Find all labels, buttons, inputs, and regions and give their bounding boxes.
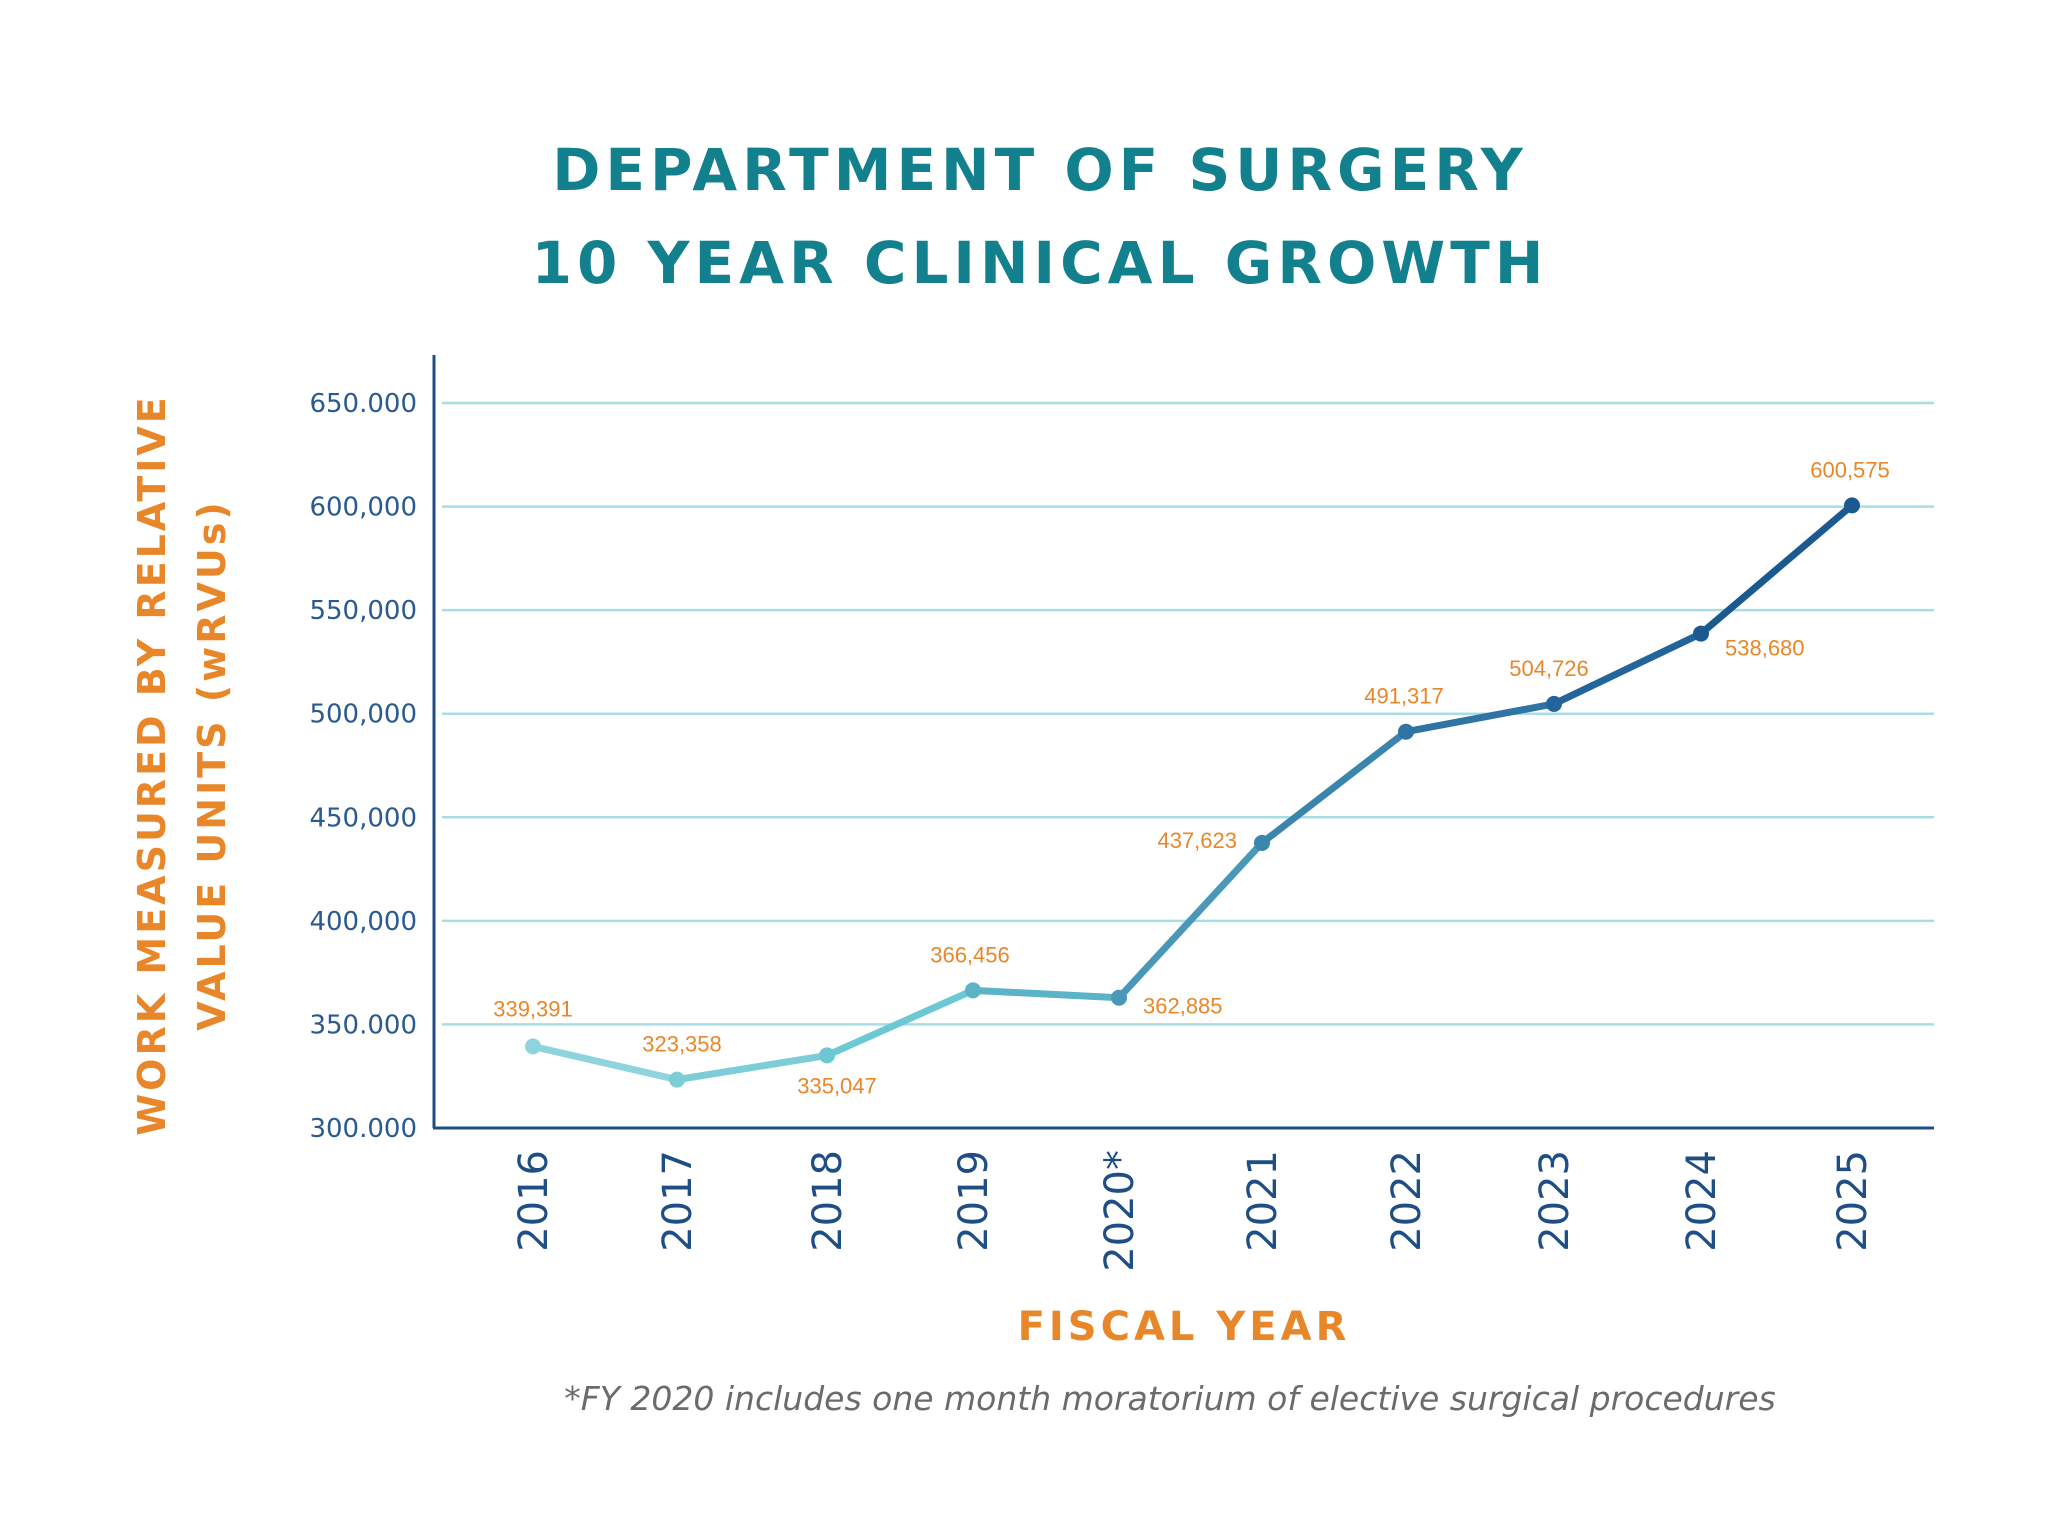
x-tick-label: 2020* (1097, 1150, 1143, 1272)
y-tick-label: 650.000 (309, 389, 417, 419)
y-axis-label-line-2: VALUE UNITS (wRVUs) (190, 499, 234, 1030)
data-label: 504,726 (1509, 656, 1589, 681)
footnote: *FY 2020 includes one month moratorium o… (564, 1379, 1775, 1418)
x-tick-label: 2016 (511, 1150, 557, 1252)
line-segment (1115, 839, 1266, 1002)
chart-title-line-1: DEPARTMENT OF SURGERY (552, 136, 1527, 204)
data-label: 335,047 (797, 1073, 877, 1098)
line-segment (969, 986, 1123, 1002)
data-point (1111, 989, 1127, 1006)
x-axis-label: FISCAL YEAR (1018, 1304, 1351, 1350)
data-point (525, 1038, 541, 1055)
data-point (1254, 834, 1270, 851)
data-label: 437,623 (1157, 828, 1237, 853)
data-point (1398, 723, 1414, 740)
line-segment (1402, 700, 1558, 736)
data-point (1546, 695, 1562, 712)
x-tick-label: 2019 (951, 1150, 997, 1252)
line-segment (1550, 630, 1705, 708)
data-label: 339,391 (493, 996, 573, 1021)
y-tick-label: 600,000 (309, 493, 417, 523)
data-label: 538,680 (1725, 636, 1805, 661)
data-point (1693, 625, 1709, 642)
data-label: 600,575 (1810, 457, 1890, 482)
x-tick-label: 2021 (1240, 1150, 1286, 1252)
x-tick-label: 2018 (805, 1150, 851, 1252)
y-tick-label: 300.000 (309, 1114, 417, 1144)
data-point (1844, 497, 1860, 514)
y-tick-label: 450,000 (309, 803, 417, 833)
x-tick-label: 2017 (655, 1150, 701, 1252)
data-label: 323,358 (642, 1032, 722, 1057)
data-label: 366,456 (930, 942, 1010, 967)
x-tick-label: 2025 (1830, 1150, 1876, 1252)
data-point (819, 1047, 835, 1064)
x-tick-label: 2022 (1384, 1150, 1430, 1252)
data-label: 362,885 (1143, 994, 1223, 1019)
chart-title-line-2: 10 YEAR CLINICAL GROWTH (532, 229, 1549, 297)
y-axis-label-line-1: WORK MEASURED BY RELATIVE (130, 394, 174, 1136)
x-tick-label: 2023 (1532, 1150, 1578, 1252)
y-tick-label: 550,000 (309, 596, 417, 626)
y-tick-label: 350.000 (309, 1010, 417, 1040)
line-segment (823, 986, 977, 1059)
data-point (669, 1071, 685, 1088)
y-tick-label: 500,000 (309, 700, 417, 730)
y-tick-label: 400,000 (309, 907, 417, 937)
line-segment (1258, 728, 1410, 847)
data-label: 491,317 (1364, 684, 1444, 709)
line-segment (529, 1042, 681, 1084)
line-segment (1697, 501, 1856, 638)
line-segment (673, 1051, 831, 1084)
data-point (965, 982, 981, 999)
x-tick-label: 2024 (1679, 1150, 1725, 1252)
